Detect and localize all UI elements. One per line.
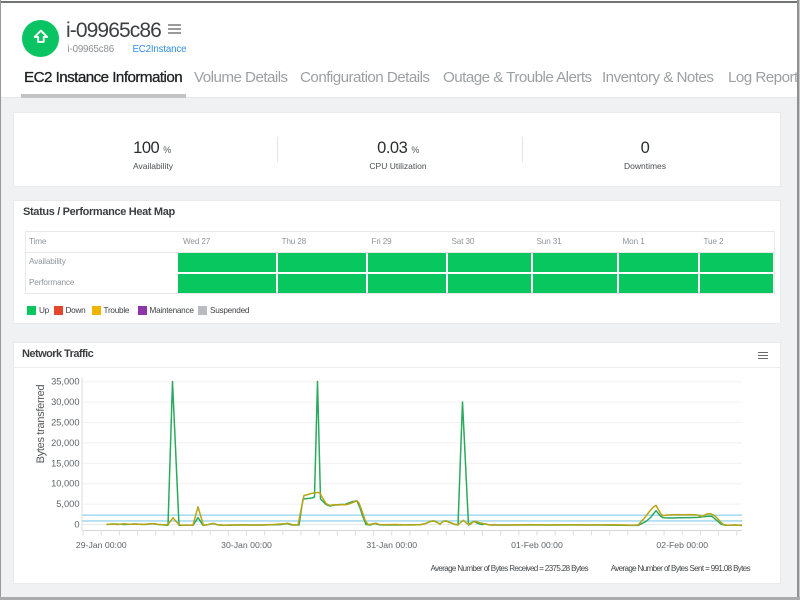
svg-text:31-Jan 00:00: 31-Jan 00:00 xyxy=(366,540,417,550)
svg-text:15,000: 15,000 xyxy=(51,458,79,468)
svg-text:30,000: 30,000 xyxy=(51,397,79,407)
svg-text:20,000: 20,000 xyxy=(51,438,79,448)
svg-text:30-Jan 00:00: 30-Jan 00:00 xyxy=(221,540,272,550)
svg-text:5,000: 5,000 xyxy=(56,499,79,509)
svg-text:29-Jan 00:00: 29-Jan 00:00 xyxy=(76,540,127,550)
svg-text:01-Feb 00:00: 01-Feb 00:00 xyxy=(511,540,563,550)
svg-text:10,000: 10,000 xyxy=(51,479,79,489)
svg-text:35,000: 35,000 xyxy=(51,377,79,387)
svg-text:Bytes transferred: Bytes transferred xyxy=(35,384,47,463)
svg-text:25,000: 25,000 xyxy=(51,418,79,428)
svg-text:0: 0 xyxy=(74,520,79,530)
svg-text:02-Feb 00:00: 02-Feb 00:00 xyxy=(656,540,708,550)
